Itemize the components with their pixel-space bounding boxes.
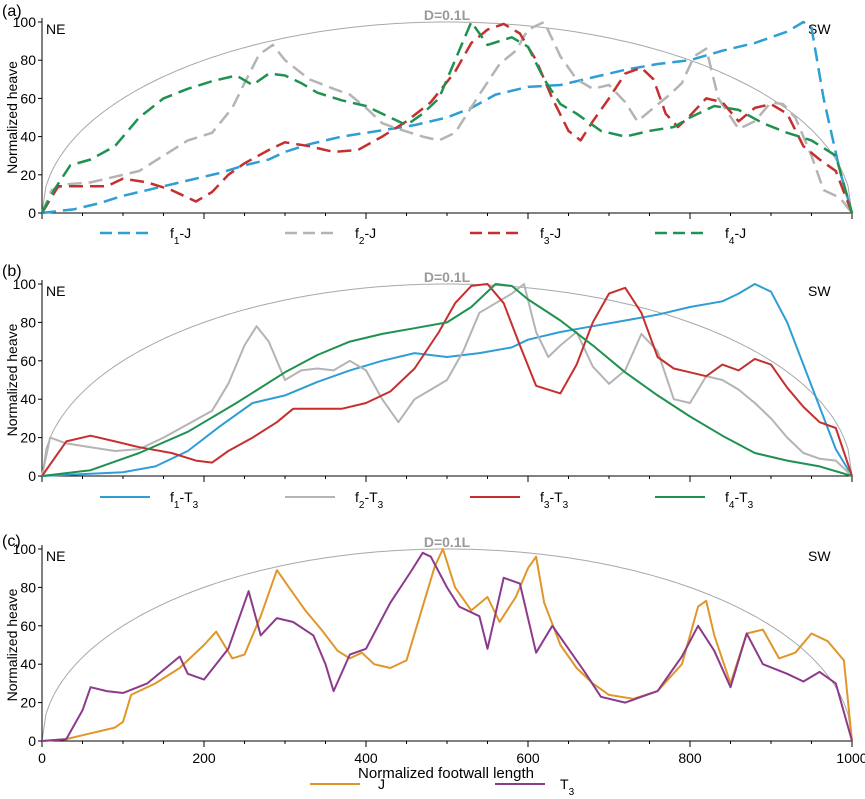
- y-tick-label: 80: [20, 314, 36, 330]
- y-tick-label: 60: [20, 90, 36, 106]
- legend-label-4: f4-T3: [725, 489, 754, 511]
- legend-label-3: f3-T3: [540, 489, 569, 511]
- legend-label-4: f4-J: [725, 225, 746, 247]
- series-line-2: [40, 20, 853, 214]
- corner-label-ne: NE: [46, 548, 65, 564]
- x-tick-label: 0: [38, 750, 46, 766]
- envelope-curve: [41, 21, 853, 214]
- series-line-3: [40, 22, 854, 214]
- x-tick-label: 400: [354, 750, 378, 766]
- legend-label-2: f2-J: [355, 225, 376, 247]
- y-tick-label: 100: [13, 541, 37, 557]
- series-line-2: [41, 283, 853, 477]
- y-tick-label: 100: [13, 276, 37, 292]
- corner-label-sw: SW: [808, 21, 831, 37]
- y-tick-label: 40: [20, 129, 36, 145]
- y-tick-label: 60: [20, 353, 36, 369]
- panel-b-label: (b): [2, 263, 22, 280]
- panel-a-plot-group: D=0.1L 0 20 40 60 80 100 Normalized heave NE SW f1…: [4, 7, 854, 247]
- corner-label-sw: SW: [808, 548, 831, 564]
- envelope-label: D=0.1L: [424, 7, 471, 23]
- corner-label-ne: NE: [46, 21, 65, 37]
- series-line-1: [41, 20, 854, 215]
- series-line-4: [40, 20, 854, 214]
- envelope-curve: [41, 548, 853, 742]
- x-axis-title: Normalized footwall length: [358, 765, 534, 782]
- y-axis-title: Normalized heave: [4, 588, 20, 701]
- series-line-3: [41, 283, 853, 477]
- x-tick-label: 200: [192, 750, 216, 766]
- corner-label-sw: SW: [808, 283, 831, 299]
- legend-label-2: T3: [560, 776, 575, 798]
- y-tick-label: 20: [20, 167, 36, 183]
- y-tick-label: 0: [28, 205, 36, 221]
- legend-label-1: f1-J: [170, 225, 191, 247]
- x-tick-label: 800: [678, 750, 702, 766]
- y-tick-label: 100: [13, 14, 37, 30]
- series-line-2: [41, 551, 853, 742]
- panel-b-plot-group: D=0.1L 0 20 40 60 80 100 Normalized heave NE SW f1…: [4, 269, 853, 511]
- y-tick-label: 60: [20, 618, 36, 634]
- x-tick-label: 1000: [836, 750, 865, 766]
- series-line-4: [41, 283, 853, 477]
- y-tick-label: 80: [20, 579, 36, 595]
- y-tick-label: 40: [20, 391, 36, 407]
- envelope-label: D=0.1L: [424, 534, 471, 550]
- y-tick-label: 80: [20, 52, 36, 68]
- x-tick-label: 600: [516, 750, 540, 766]
- panel-b: (b) D=0.1L 0 20 40 60 80 100 Normalized heave NE…: [2, 263, 853, 511]
- legend-label-3: f3-J: [540, 225, 561, 247]
- y-tick-label: 40: [20, 656, 36, 672]
- y-axis-title: Normalized heave: [4, 323, 20, 436]
- legend-label-2: f2-T3: [355, 489, 384, 511]
- corner-label-ne: NE: [46, 283, 65, 299]
- envelope-label: D=0.1L: [424, 269, 471, 285]
- y-tick-label: 20: [20, 430, 36, 446]
- legend-label-1: J: [378, 776, 385, 792]
- series-line-1: [41, 548, 853, 742]
- y-axis-title: Normalized heave: [4, 61, 20, 174]
- envelope-curve: [41, 283, 853, 477]
- panel-c-label: (c): [2, 533, 21, 550]
- y-tick-label: 0: [28, 733, 36, 749]
- y-tick-label: 0: [28, 468, 36, 484]
- panel-a: (a) D=0.1L 0 20 40 60 80 100 Normalized heave NE…: [2, 3, 854, 247]
- legend-label-1: f1-T3: [170, 489, 199, 511]
- y-tick-label: 20: [20, 695, 36, 711]
- panel-a-label: (a): [2, 3, 22, 20]
